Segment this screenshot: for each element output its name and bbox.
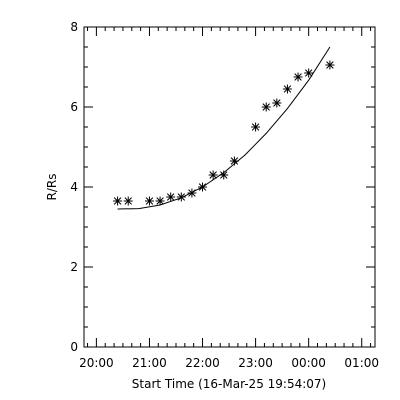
- y-tick-label: 2: [70, 260, 78, 274]
- data-point: [166, 193, 175, 202]
- y-tick-label: 6: [70, 100, 78, 114]
- data-points: [113, 61, 334, 206]
- data-point: [219, 171, 228, 180]
- data-point: [209, 171, 218, 180]
- data-point: [294, 73, 303, 82]
- plot-frame: [84, 27, 375, 347]
- y-axis-label: R/Rs: [45, 174, 59, 201]
- x-tick-labels: 20:00 21:00 22:00 23:00 00:00 01:00: [79, 356, 379, 370]
- x-tick-label: 20:00: [79, 356, 114, 370]
- x-axis-label: Start Time (16-Mar-25 19:54:07): [132, 377, 326, 391]
- y-tick-label: 8: [70, 20, 78, 34]
- data-point: [198, 183, 207, 192]
- x-tick-label: 01:00: [344, 356, 379, 370]
- data-point: [177, 193, 186, 202]
- x-tick-label: 22:00: [185, 356, 220, 370]
- y-tick-label: 0: [70, 340, 78, 354]
- data-point: [113, 197, 122, 206]
- y-tick-label: 4: [70, 180, 78, 194]
- data-point: [251, 123, 260, 132]
- data-point: [325, 61, 334, 70]
- x-tick-label: 21:00: [132, 356, 167, 370]
- data-point: [272, 99, 281, 108]
- axis-ticks: [84, 27, 375, 347]
- data-point: [230, 157, 239, 166]
- data-point: [187, 189, 196, 198]
- y-tick-labels: 0 2 4 6 8: [70, 20, 78, 354]
- data-point: [124, 197, 133, 206]
- x-tick-label: 00:00: [291, 356, 326, 370]
- data-point: [156, 197, 165, 206]
- fit-curve: [118, 47, 330, 209]
- data-point: [283, 85, 292, 94]
- data-point: [304, 69, 313, 78]
- data-point: [145, 197, 154, 206]
- x-tick-label: 23:00: [238, 356, 273, 370]
- data-point: [262, 103, 271, 112]
